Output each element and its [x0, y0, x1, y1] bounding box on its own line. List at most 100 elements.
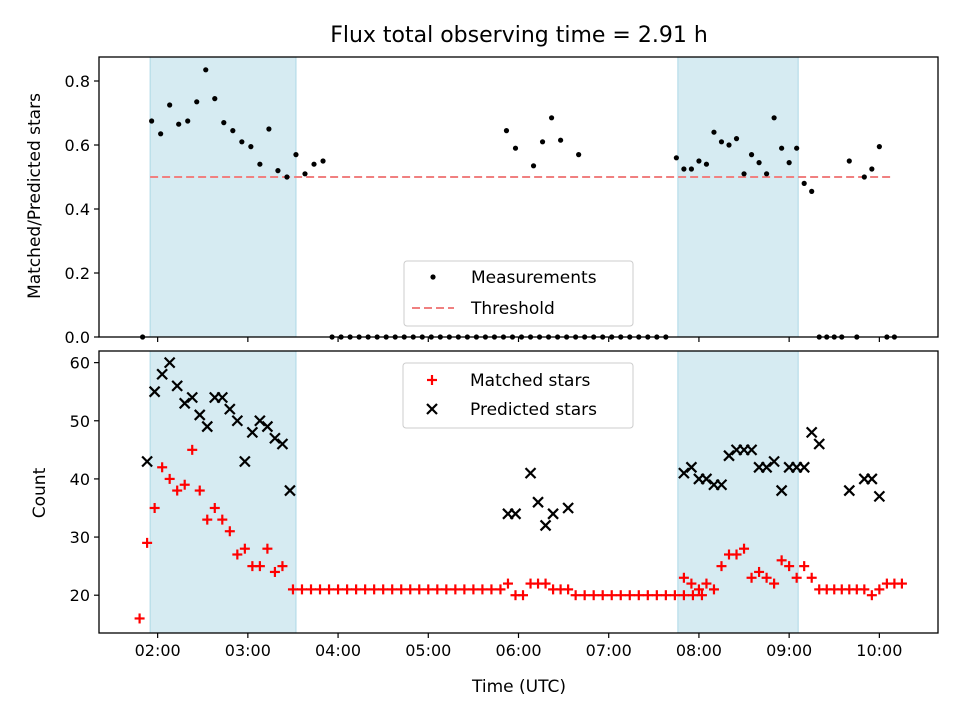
- matched-star-point: [414, 584, 425, 595]
- measurement-point: [869, 166, 875, 172]
- matched-star-point: [633, 590, 644, 601]
- predicted-star-point: [805, 426, 818, 439]
- matched-star-point: [731, 549, 742, 560]
- measurement-point: [741, 171, 747, 177]
- predicted-star-point-b: [148, 385, 161, 398]
- matched-star-point: [791, 572, 802, 583]
- measurement-point: [558, 137, 564, 143]
- matched-star-point: [624, 590, 635, 601]
- matched-star-point: [896, 578, 907, 589]
- matched-star-point: [387, 584, 398, 595]
- predicted-star-point: [775, 484, 788, 497]
- measurement-point: [158, 131, 164, 137]
- predicted-star-point: [723, 449, 735, 462]
- matched-star-point: [405, 584, 416, 595]
- matched-star-point: [642, 590, 653, 601]
- predicted-star-point: [873, 490, 886, 503]
- predicted-star-point: [163, 356, 176, 369]
- measurement-point: [320, 158, 326, 164]
- bottom-shaded-span-0: [149, 350, 297, 634]
- top-panel: 0.0 0.2 0.4 0.6 0.8 Measurements Threshold: [65, 56, 939, 347]
- matched-star-point: [651, 590, 662, 601]
- matched-star-point: [378, 584, 389, 595]
- matched-star-point: [369, 584, 380, 595]
- matched-star-point: [769, 578, 780, 589]
- measurement-point: [185, 118, 191, 124]
- matched-star-point: [277, 561, 288, 572]
- matched-star-point: [149, 502, 160, 513]
- predicted-star-point-b: [269, 432, 281, 444]
- predicted-star-point: [715, 478, 728, 491]
- measurement-point: [257, 161, 263, 167]
- matched-star-point: [486, 584, 497, 595]
- measurement-point: [809, 188, 815, 194]
- matched-star-point: [351, 584, 362, 595]
- x-axis-label: Time (UTC): [471, 677, 566, 697]
- matched-star-point: [468, 584, 479, 595]
- x-tick-label: 02:00: [135, 641, 181, 660]
- bottom-y-tick-label: 20: [70, 586, 90, 605]
- matched-star-point: [784, 561, 795, 572]
- predicted-star-point: [269, 432, 281, 444]
- matched-star-point: [776, 555, 787, 566]
- matched-star-point: [269, 566, 280, 577]
- measurement-point: [733, 136, 740, 142]
- measurement-point: [688, 166, 695, 172]
- measurement-point: [876, 144, 882, 150]
- predicted-star-point-b: [547, 508, 559, 520]
- matched-star-point: [254, 561, 265, 572]
- figure-title: Flux total observing time = 2.91 h: [330, 23, 708, 48]
- measurement-point: [786, 160, 792, 166]
- matched-star-point: [396, 584, 407, 595]
- bottom-y-tick-label: 40: [70, 470, 90, 489]
- predicted-star-point-b: [216, 391, 229, 404]
- matched-star-point: [333, 584, 344, 595]
- x-tick-label: 07:00: [586, 641, 632, 660]
- predicted-star-point-b: [163, 356, 176, 369]
- measurement-point: [293, 152, 299, 158]
- matched-star-point: [287, 584, 298, 595]
- matched-star-point: [660, 590, 671, 601]
- matched-star-point: [570, 590, 581, 601]
- matched-star-point: [164, 473, 175, 484]
- predicted-star-point-b: [562, 502, 574, 514]
- matched-star-point: [179, 479, 190, 490]
- legend-marker-matched: [427, 375, 437, 385]
- predicted-star-point-b: [231, 414, 244, 427]
- matched-star-point: [239, 543, 250, 554]
- predicted-star-point-b: [254, 414, 266, 427]
- matched-star-point: [563, 584, 574, 595]
- matched-star-point: [588, 590, 599, 601]
- predicted-star-point: [768, 455, 780, 468]
- measurement-point: [302, 171, 308, 177]
- predicted-star-point-b: [805, 426, 818, 439]
- predicted-star-point-b: [178, 397, 191, 410]
- predicted-star-point: [798, 461, 810, 474]
- measurement-point: [548, 115, 555, 121]
- matched-star-point: [172, 485, 183, 496]
- predicted-star-point-b: [745, 444, 758, 456]
- predicted-star-point-b: [532, 496, 544, 508]
- matched-star-point: [423, 584, 434, 595]
- matched-star-point: [296, 584, 307, 595]
- legend-label-predicted: Predicted stars: [470, 400, 597, 420]
- predicted-star-point-b: [193, 409, 206, 421]
- matched-star-point: [693, 584, 704, 595]
- predicted-star-point: [524, 467, 537, 479]
- matched-star-point: [232, 549, 243, 560]
- predicted-star-point: [201, 420, 214, 433]
- predicted-star-point: [532, 496, 544, 508]
- matched-star-point: [209, 502, 220, 513]
- matched-star-point: [217, 514, 228, 525]
- predicted-star-point: [678, 467, 690, 479]
- predicted-star-point-b: [186, 391, 199, 404]
- measurement-point: [748, 152, 755, 158]
- x-tick-label: 10:00: [856, 641, 902, 660]
- predicted-star-point: [239, 455, 251, 468]
- predicted-star-point-b: [678, 467, 690, 479]
- measurement-point: [239, 139, 245, 145]
- measurement-point: [176, 121, 182, 127]
- measurement-point: [221, 120, 227, 126]
- legend-marker-measurements: [430, 274, 436, 280]
